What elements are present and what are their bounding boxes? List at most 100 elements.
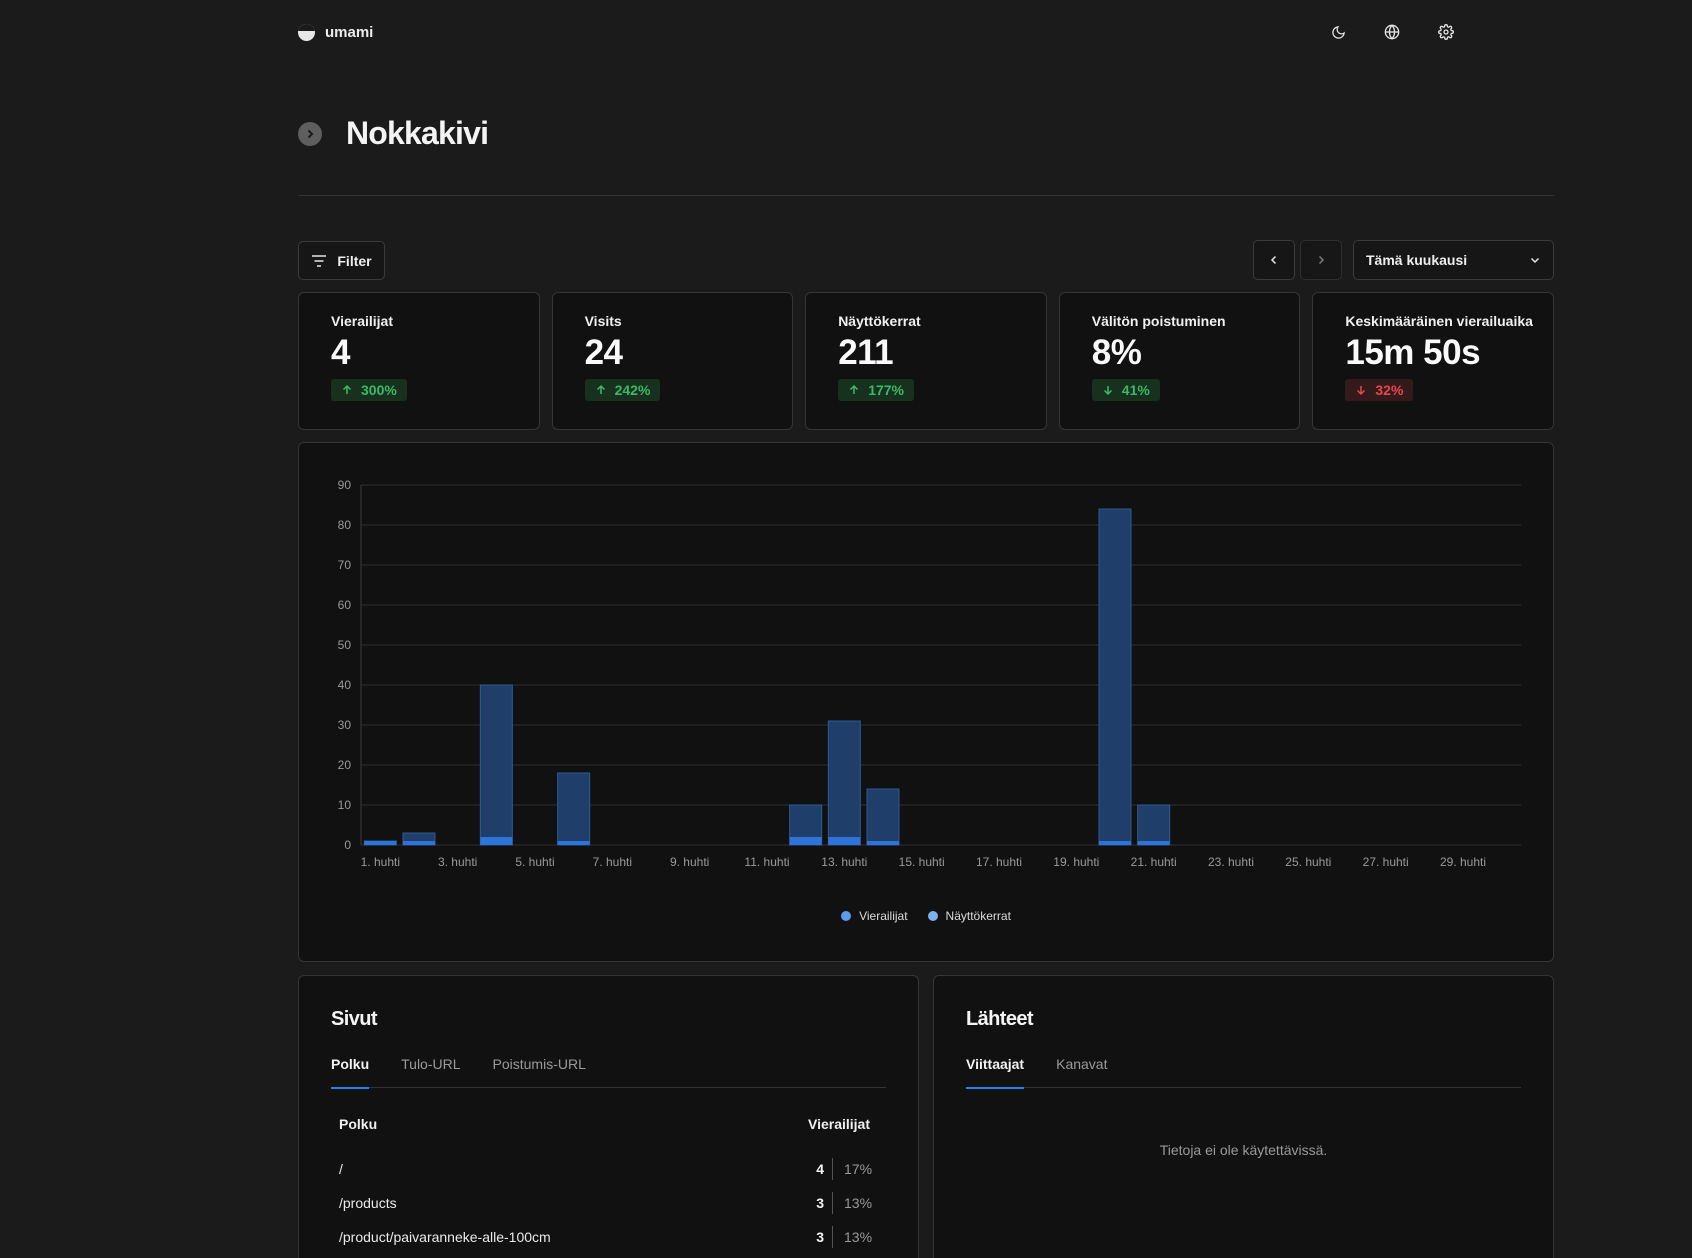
row-count: 4 xyxy=(816,1161,824,1177)
legend-item[interactable]: Vierailijat xyxy=(841,909,908,923)
x-tick-label: 23. huhti xyxy=(1208,855,1254,869)
bar-pageviews xyxy=(1137,804,1171,846)
table-row[interactable]: /product/paivaranneke-alle-100cm 3 13% xyxy=(339,1220,878,1254)
row-count: 3 xyxy=(816,1229,824,1245)
x-tick-label: 1. huhti xyxy=(361,855,400,869)
metric-change: 177% xyxy=(838,379,914,401)
tab-referrers[interactable]: Viittaajat xyxy=(966,1054,1025,1089)
metric-label: Keskimääräinen vierailuaika xyxy=(1345,313,1533,329)
tab-exit-url[interactable]: Poistumis-URL xyxy=(492,1056,586,1072)
arrow-up-icon xyxy=(850,384,859,394)
chevron-down-icon xyxy=(1530,257,1540,264)
y-tick-label: 50 xyxy=(338,638,352,652)
row-percent: 13% xyxy=(844,1195,873,1211)
chevron-left-icon xyxy=(1270,255,1277,265)
y-tick-label: 10 xyxy=(338,798,352,812)
bar-visitors xyxy=(403,841,435,845)
metric-change: 41% xyxy=(1091,379,1160,401)
pages-tabs: Polku Tulo-URL Poistumis-URL xyxy=(331,1054,886,1089)
sources-tabs: Viittaajat Kanavat xyxy=(966,1054,1521,1089)
arrow-down-icon xyxy=(1357,386,1366,396)
y-tick-label: 20 xyxy=(338,758,352,772)
chevron-right-circle-icon[interactable] xyxy=(298,121,322,146)
metric-value: 15m 50s xyxy=(1345,333,1481,372)
bar-visitors xyxy=(557,841,590,845)
chart-legend: Vierailijat Näyttökerrat xyxy=(299,909,1553,923)
moon-icon[interactable] xyxy=(1330,24,1346,40)
legend-item[interactable]: Näyttökerrat xyxy=(927,909,1011,923)
metric-label: Visits xyxy=(584,313,622,329)
top-icons xyxy=(1330,24,1454,40)
x-tick-label: 21. huhti xyxy=(1131,855,1177,869)
tab-channels[interactable]: Kanavat xyxy=(1056,1056,1108,1072)
x-tick-label: 15. huhti xyxy=(899,855,945,869)
table-row[interactable]: /products 3 13% xyxy=(339,1186,878,1220)
x-tick-label: 29. huhti xyxy=(1440,855,1486,869)
x-tick-label: 9. huhti xyxy=(670,855,709,869)
column-header-path: Polku xyxy=(339,1116,378,1132)
gear-icon[interactable] xyxy=(1438,24,1454,40)
filter-icon xyxy=(312,254,327,267)
empty-state: Tietoja ei ole käytettävissä. xyxy=(1159,1142,1328,1158)
bar-visitors xyxy=(364,841,397,845)
metric-value: 4 xyxy=(331,333,350,372)
globe-icon[interactable] xyxy=(1384,24,1400,40)
pages-panel: Sivut Polku Tulo-URL Poistumis-URL Polku… xyxy=(298,975,919,1258)
panel-title: Sivut xyxy=(331,1008,378,1030)
top-bar: umami xyxy=(298,18,1454,46)
bar-chart: 0 10 20 30 40 50 60 70 80 90 1. huhti 3. huhti 5. hu… xyxy=(338,478,1521,869)
tab-path[interactable]: Polku xyxy=(331,1054,370,1089)
metric-label: Välitön poistuminen xyxy=(1091,313,1226,329)
row-divider xyxy=(832,1192,833,1214)
filter-button[interactable]: Filter xyxy=(298,241,385,280)
next-period-button[interactable] xyxy=(1300,240,1342,280)
website-header: Nokkakivi xyxy=(298,115,489,152)
legend-dot xyxy=(927,911,938,921)
x-tick-label: 3. huhti xyxy=(438,855,477,869)
page-title: Nokkakivi xyxy=(346,115,489,151)
legend-dot xyxy=(841,911,852,921)
metric-change: 300% xyxy=(331,379,407,401)
metrics-bar: Vierailijat 4 300% Visits 24 242% Näyttö… xyxy=(298,292,1554,430)
filter-label: Filter xyxy=(337,252,372,269)
y-tick-label: 40 xyxy=(338,678,352,692)
metric-change: 242% xyxy=(584,379,661,401)
metric-change: 32% xyxy=(1345,379,1414,401)
previous-period-button[interactable] xyxy=(1253,240,1295,280)
row-label[interactable]: / xyxy=(339,1161,343,1177)
arrow-up-icon xyxy=(342,384,352,394)
bar-pageviews xyxy=(1098,508,1132,846)
x-tick-label: 13. huhti xyxy=(821,855,867,869)
y-tick-label: 30 xyxy=(338,718,352,732)
header-divider xyxy=(298,195,1554,196)
x-tick-label: 7. huhti xyxy=(593,855,632,869)
bar-visitors xyxy=(1137,841,1170,845)
metric-value: 211 xyxy=(838,333,894,372)
chevron-right-icon xyxy=(1318,255,1325,265)
brand[interactable]: umami xyxy=(298,23,373,41)
bar-visitors xyxy=(828,837,861,845)
date-range-select[interactable]: Tämä kuukausi xyxy=(1353,240,1554,280)
metric-change-value: 300% xyxy=(361,382,397,398)
y-tick-label: 60 xyxy=(338,598,352,612)
bar-visitors xyxy=(867,841,899,845)
arrow-down-icon xyxy=(1103,386,1112,396)
bar-pageviews xyxy=(827,720,861,846)
sources-panel: Lähteet Viittaajat Kanavat Tietoja ei ol… xyxy=(933,975,1554,1258)
row-label[interactable]: /product/paivaranneke-alle-100cm xyxy=(339,1229,551,1245)
metric-card: Näyttökerrat 211 177% xyxy=(805,292,1047,430)
row-percent: 13% xyxy=(844,1229,873,1245)
table-row[interactable]: / 4 17% xyxy=(339,1152,878,1186)
metric-card: Välitön poistuminen 8% 41% xyxy=(1058,292,1301,430)
x-tick-label: 17. huhti xyxy=(976,855,1022,869)
row-label[interactable]: /products xyxy=(339,1195,397,1211)
metric-change-value: 242% xyxy=(614,382,651,398)
umami-logo-icon xyxy=(298,23,315,41)
y-tick-label: 90 xyxy=(338,478,352,492)
x-tick-label: 25. huhti xyxy=(1285,855,1331,869)
tab-entry-url[interactable]: Tulo-URL xyxy=(401,1056,461,1072)
bar-pageviews xyxy=(866,788,900,846)
pages-list: / 4 17% /products 3 13% /product/paivara… xyxy=(339,1152,878,1254)
panel-title: Lähteet xyxy=(966,1008,1034,1030)
x-tick-label: 5. huhti xyxy=(515,855,554,869)
